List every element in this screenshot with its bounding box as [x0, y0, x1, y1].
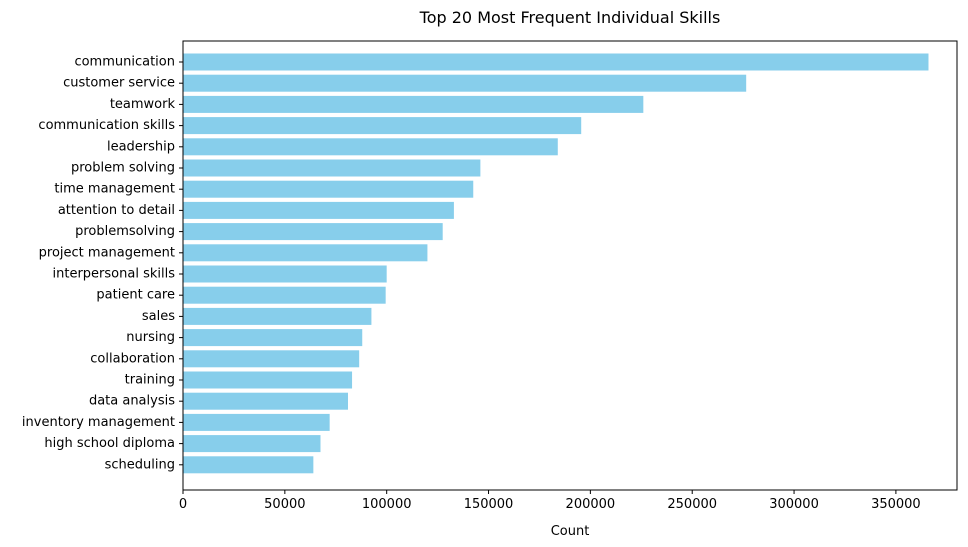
y-tick-label: scheduling	[105, 457, 175, 472]
x-tick-label: 350000	[871, 497, 921, 512]
x-tick-label: 200000	[566, 497, 616, 512]
y-tick-label: high school diploma	[44, 436, 175, 451]
bar-attention-to-detail	[183, 201, 454, 219]
x-tick-label: 300000	[769, 497, 819, 512]
y-tick-label: sales	[142, 309, 175, 324]
y-tick-label: inventory management	[22, 415, 175, 430]
bar-high-school-diploma	[183, 435, 321, 453]
bar-interpersonal-skills	[183, 265, 387, 283]
bars-group	[183, 53, 929, 474]
y-tick-label: patient care	[96, 288, 175, 303]
plot-area-frame	[182, 40, 958, 491]
x-axis-ticks: 0 50000 100000 150000 200000 250000 300000 3500…	[179, 490, 921, 512]
bar-problemsolving	[183, 223, 443, 241]
bar-data-analysis	[183, 392, 348, 410]
y-tick-label: leadership	[107, 139, 175, 154]
bar-nursing	[183, 329, 363, 347]
bar-patient-care	[183, 286, 386, 304]
bar-time-management	[183, 180, 474, 198]
bar-sales	[183, 307, 372, 325]
y-tick-label: nursing	[126, 330, 175, 345]
x-axis-label: Count	[551, 524, 590, 539]
y-tick-label: communication	[74, 55, 175, 70]
y-tick-label: problemsolving	[75, 224, 175, 239]
x-tick-label: 250000	[667, 497, 717, 512]
y-tick-label: problem solving	[71, 161, 175, 176]
y-tick-label: project management	[39, 245, 175, 260]
y-tick-label: training	[125, 373, 175, 388]
x-tick-label: 50000	[264, 497, 305, 512]
bar-scheduling	[183, 456, 314, 474]
y-tick-label: interpersonal skills	[53, 267, 176, 282]
x-tick-label: 0	[179, 497, 187, 512]
bar-communication-skills	[183, 117, 582, 135]
y-axis-ticks: communication customer service teamwork com…	[22, 55, 183, 472]
y-tick-label: time management	[54, 182, 175, 197]
bar-project-management	[183, 244, 428, 262]
y-tick-label: customer service	[63, 76, 175, 91]
bar-communication	[183, 53, 929, 71]
bar-problem-solving	[183, 159, 481, 177]
y-tick-label: attention to detail	[58, 203, 175, 218]
bar-teamwork	[183, 95, 644, 113]
bar-training	[183, 371, 353, 389]
bar-collaboration	[183, 350, 360, 368]
chart-title: Top 20 Most Frequent Individual Skills	[419, 8, 721, 27]
y-tick-label: teamwork	[110, 97, 176, 112]
bar-customer-service	[183, 74, 747, 92]
x-tick-label: 150000	[464, 497, 514, 512]
y-tick-label: collaboration	[90, 351, 175, 366]
bar-inventory-management	[183, 413, 330, 431]
y-tick-label: communication skills	[38, 118, 175, 133]
y-tick-label: data analysis	[89, 394, 175, 409]
bar-leadership	[183, 138, 558, 156]
x-tick-label: 100000	[362, 497, 412, 512]
